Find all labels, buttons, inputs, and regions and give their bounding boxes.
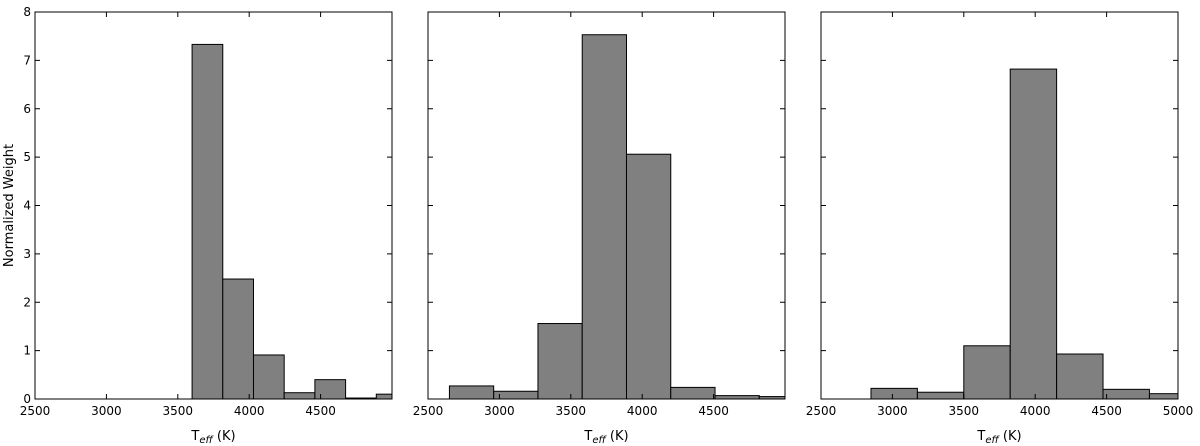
histogram-bar — [625, 153, 672, 400]
y-tick-label: 6 — [23, 102, 31, 116]
histogram-bar — [916, 391, 965, 400]
histogram-bar — [1102, 388, 1150, 400]
histogram-bar — [1056, 353, 1104, 400]
y-tick-label: 7 — [23, 53, 31, 67]
histogram-bar — [222, 278, 254, 400]
x-tick-label: 3500 — [163, 404, 194, 418]
x-tick-label: 4000 — [1020, 404, 1051, 418]
x-tick-label: 2500 — [20, 404, 51, 418]
panel-1: 2500 3000 3500 4000 4500 0 1 2 3 4 5 6 7 8 Teff (K) Nor… — [2, 5, 393, 446]
x-axis-label: Teff (K) — [976, 429, 1021, 446]
x-axis-label: Teff (K) — [583, 429, 628, 446]
panel-2: 2500 3000 3500 4000 4500 Teff (K) — [413, 11, 786, 446]
histogram-bar — [314, 379, 347, 400]
histogram-bar — [581, 34, 627, 400]
histogram-bar — [191, 43, 224, 400]
histogram-bar — [252, 354, 285, 400]
histogram-bar — [283, 392, 316, 400]
x-tick-label: 3500 — [556, 404, 587, 418]
y-tick-label: 4 — [23, 199, 31, 213]
histogram-bar — [493, 390, 539, 400]
y-tick-label: 0 — [23, 392, 31, 406]
y-tick-label: 1 — [23, 344, 31, 358]
x-tick-label: 3000 — [91, 404, 122, 418]
y-tick-label: 8 — [23, 5, 31, 19]
y-tick-label: 5 — [23, 150, 31, 164]
x-tick-label: 3000 — [484, 404, 515, 418]
histogram-bar — [537, 323, 583, 400]
histogram-bar — [448, 385, 495, 400]
x-tick-label: 4500 — [1091, 404, 1122, 418]
x-tick-label: 4000 — [627, 404, 658, 418]
y-axis-label: Normalized Weight — [2, 144, 17, 267]
panel-3: 2500 3000 3500 4000 4500 5000 Teff (K) — [806, 11, 1194, 446]
histogram-bar — [1148, 393, 1179, 400]
y-tick-label: 3 — [23, 247, 31, 261]
x-tick-label: 3500 — [949, 404, 980, 418]
x-tick-label: 2500 — [806, 404, 837, 418]
x-axis-label: Teff (K) — [190, 429, 235, 446]
histogram-bar — [1009, 68, 1058, 400]
histogram-bar — [375, 393, 393, 400]
histogram-bar — [963, 345, 1011, 400]
x-tick-label: 4000 — [234, 404, 265, 418]
x-tick-label: 3000 — [877, 404, 908, 418]
x-tick-label: 2500 — [413, 404, 444, 418]
y-tick-label: 2 — [23, 295, 31, 309]
histogram-bar — [870, 387, 918, 400]
axes-frame — [820, 11, 1179, 400]
histogram-bar — [714, 395, 760, 400]
x-tick-label: 5000 — [1163, 404, 1194, 418]
histogram-bar — [670, 386, 716, 400]
x-tick-label: 4500 — [305, 404, 336, 418]
x-tick-label: 4500 — [698, 404, 729, 418]
